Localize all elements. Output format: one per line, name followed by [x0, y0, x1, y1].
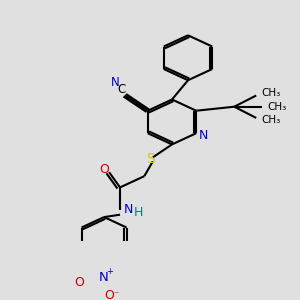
- Text: O: O: [74, 276, 84, 290]
- Text: N: N: [110, 76, 119, 89]
- Text: ⁻: ⁻: [113, 291, 119, 300]
- Text: H: H: [134, 206, 143, 219]
- Text: +: +: [106, 268, 113, 277]
- Text: CH₃: CH₃: [267, 102, 286, 112]
- Text: CH₃: CH₃: [261, 88, 280, 98]
- Text: O: O: [104, 289, 114, 300]
- Text: N: N: [199, 129, 208, 142]
- Text: S: S: [146, 152, 155, 166]
- Text: O: O: [99, 163, 109, 176]
- Text: N: N: [123, 203, 133, 216]
- Text: C: C: [118, 83, 126, 96]
- Text: N: N: [99, 271, 109, 284]
- Text: CH₃: CH₃: [261, 116, 280, 125]
